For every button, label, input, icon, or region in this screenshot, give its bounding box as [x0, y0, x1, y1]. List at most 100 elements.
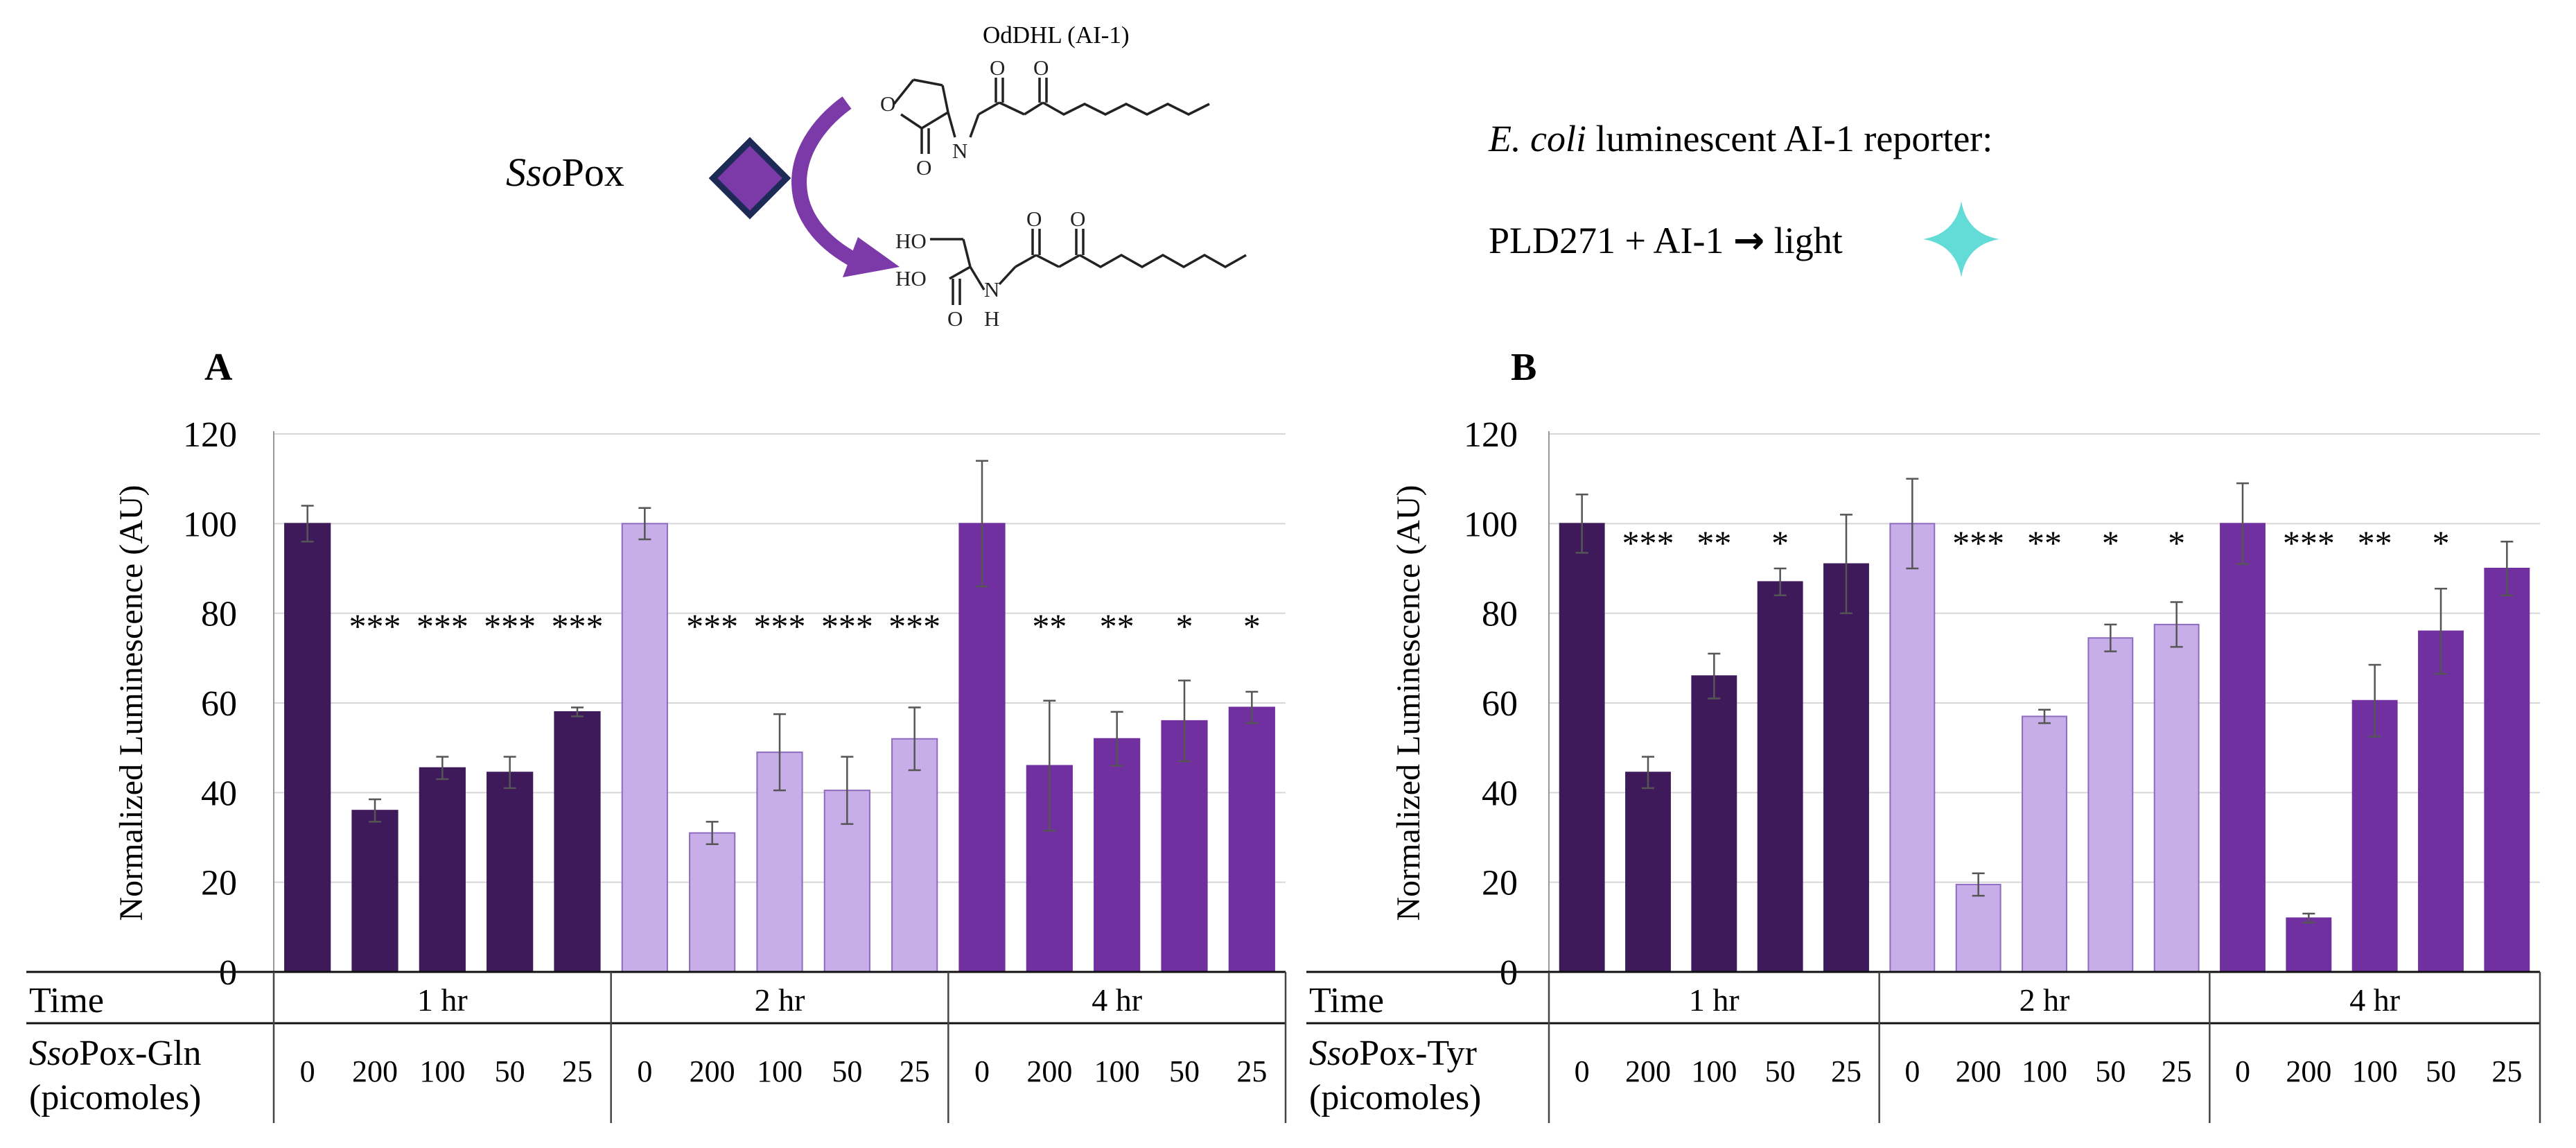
atom-o-ring: O — [880, 92, 895, 116]
time-group-label: 1 hr — [417, 982, 468, 1018]
y-tick-label: 80 — [201, 595, 237, 634]
significance-stars: *** — [417, 607, 468, 645]
category-label: 200 — [352, 1054, 398, 1088]
bar — [2153, 623, 2200, 973]
category-label: 50 — [832, 1054, 862, 1088]
bar — [689, 832, 736, 973]
y-tick-label: 80 — [1482, 595, 1518, 634]
category-label: 200 — [2286, 1054, 2331, 1088]
significance-stars: *** — [349, 607, 401, 645]
bar — [554, 711, 601, 973]
bar — [958, 523, 1006, 973]
category-label: 0 — [2235, 1054, 2250, 1088]
light-sparkle-icon — [1923, 201, 1999, 277]
significance-stars: *** — [552, 607, 604, 645]
category-label: 25 — [562, 1054, 593, 1088]
product-structure-icon — [930, 229, 1247, 305]
bar — [1228, 706, 1275, 973]
category-label: 50 — [1169, 1054, 1200, 1088]
significance-stars: *** — [821, 607, 873, 645]
category-label: 100 — [419, 1054, 465, 1088]
category-label: 200 — [690, 1054, 735, 1088]
row-label-units: (picomoles) — [1309, 1078, 1481, 1117]
y-axis-label: Normalized Luminescence (AU) — [113, 485, 150, 921]
bar — [1823, 563, 1869, 973]
reporter-title: E. coli luminescent AI-1 reporter: — [1488, 118, 1992, 159]
panel-label: B — [1511, 346, 1536, 389]
bar — [487, 772, 534, 973]
atom-o-acid: O — [947, 306, 963, 331]
category-label: 50 — [1765, 1054, 1796, 1088]
category-label: 100 — [1691, 1054, 1737, 1088]
bar — [419, 767, 466, 973]
time-group-label: 4 hr — [2349, 982, 2400, 1018]
atom-o-carbonyl: O — [916, 155, 931, 180]
bar — [891, 738, 938, 973]
reporter-title-italic: E. coli — [1488, 118, 1586, 159]
substrate-atom-labels: O O N O O — [880, 55, 1049, 180]
panel-b: B 0 20 40 60 80 100 120 Normalized Luminescence … — [1306, 346, 2541, 1123]
bar — [2022, 715, 2067, 973]
category-label: 100 — [757, 1054, 803, 1088]
bar — [1691, 675, 1737, 973]
bar — [284, 523, 331, 973]
row-label-time: Time — [29, 981, 104, 1020]
atom-ho-acid: HO — [895, 266, 927, 290]
reaction-arrow-icon — [791, 96, 862, 269]
row-label-units: (picomoles) — [29, 1078, 201, 1117]
significance-stars: *** — [888, 607, 940, 645]
y-tick-label: 100 — [183, 505, 237, 544]
category-label: 50 — [2095, 1054, 2126, 1088]
substrate-structure-icon — [893, 78, 1210, 154]
atom-ho-top: HO — [895, 229, 927, 253]
category-label: 25 — [1831, 1054, 1861, 1088]
atom-n: N — [952, 139, 967, 163]
y-tick-label: 120 — [183, 415, 237, 455]
enzyme-label: SsoPox — [506, 150, 624, 195]
reporter-title-rest: luminescent AI-1 reporter: — [1586, 118, 1992, 159]
category-label: 200 — [1625, 1054, 1671, 1088]
bar — [1625, 772, 1671, 973]
atom-h-product: H — [984, 306, 999, 331]
y-tick-label: 120 — [1464, 415, 1518, 455]
atom-o-keto: O — [1033, 55, 1049, 80]
category-label: 50 — [495, 1054, 525, 1088]
bar — [1094, 738, 1141, 973]
significance-stars: ** — [1032, 607, 1067, 645]
reaction-line: PLD271 + AI-1 → light — [1489, 218, 1843, 262]
time-group-label: 2 hr — [755, 982, 805, 1018]
product-atom-labels: HO HO O N H O O — [895, 207, 1085, 331]
significance-stars: * — [1771, 523, 1789, 562]
atom-o-amide: O — [990, 55, 1005, 80]
bar — [351, 810, 398, 973]
significance-stars: * — [2168, 523, 2185, 562]
y-tick-label: 60 — [201, 684, 237, 724]
category-label: 100 — [2352, 1054, 2398, 1088]
y-axis-label: Normalized Luminescence (AU) — [1390, 485, 1427, 921]
y-tick-label: 100 — [1464, 505, 1518, 544]
y-tick-label: 20 — [1482, 864, 1518, 903]
panel-a: A 0 20 40 60 80 100 120 Normalized Luminescence … — [26, 346, 1287, 1123]
substrate-label: OdDHL (AI-1) — [983, 21, 1130, 49]
bar — [2220, 523, 2266, 973]
significance-stars: *** — [484, 607, 536, 645]
time-group-label: 2 hr — [2019, 982, 2070, 1018]
bar — [621, 523, 668, 973]
category-label: 0 — [1575, 1054, 1590, 1088]
category-label: 25 — [2491, 1054, 2522, 1088]
row-label-enzyme: SsoPox-Gln — [29, 1034, 202, 1073]
reaction-prefix: PLD271 + AI-1 — [1489, 220, 1733, 261]
significance-stars: *** — [1952, 523, 2004, 562]
bar — [1889, 523, 1936, 973]
significance-stars: * — [1176, 607, 1193, 645]
y-tick-label: 40 — [1482, 774, 1518, 813]
row-label-enzyme: SsoPox-Tyr — [1309, 1034, 1477, 1073]
y-tick-label: 20 — [201, 864, 237, 903]
row-label-enzyme-italic: Sso — [1309, 1034, 1359, 1073]
significance-stars: *** — [2283, 523, 2335, 562]
panel-label: A — [204, 346, 233, 389]
atom-o-amide-product: O — [1026, 207, 1042, 231]
enzyme-diamond-icon — [708, 137, 791, 220]
category-label: 100 — [2022, 1054, 2067, 1088]
